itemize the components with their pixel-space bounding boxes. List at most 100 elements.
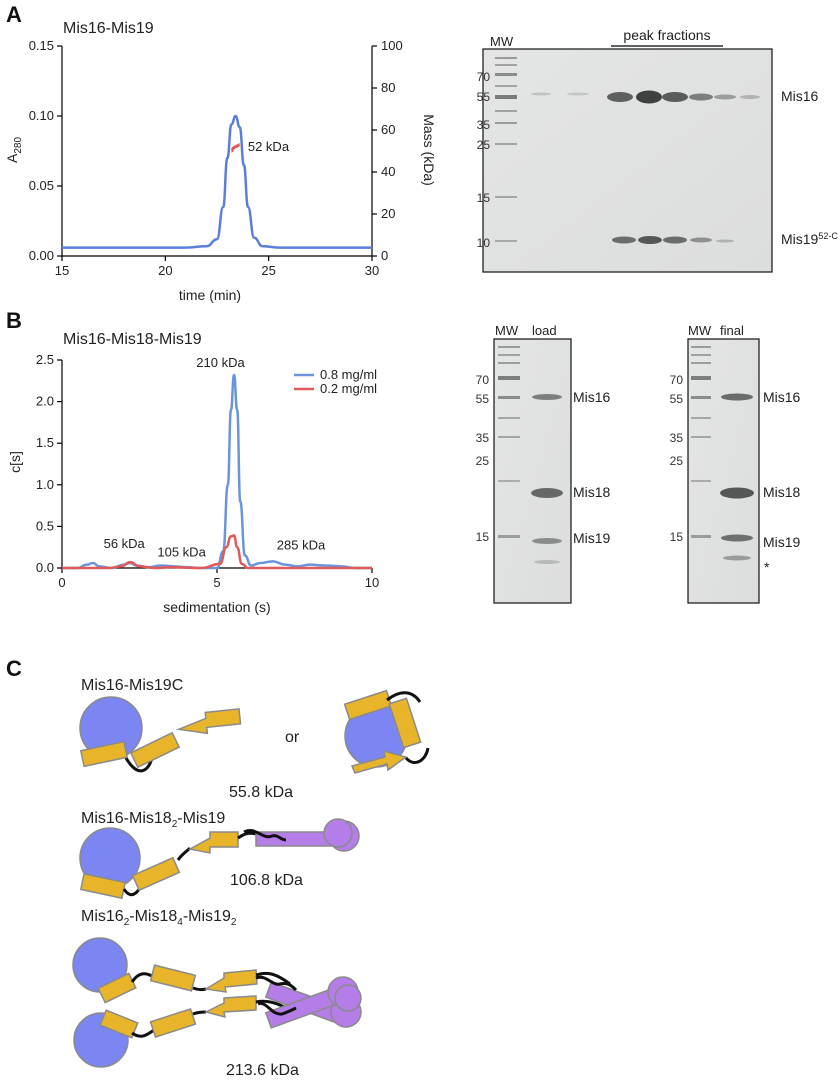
gel-a-marker-25: 25 [477,138,491,152]
gel-a: MW peak fractions 70 55 35 25 15 10 [477,27,838,273]
gel-b-final-marker-15: 15 [670,530,684,544]
model-1-mass: 55.8 kDa [229,784,293,801]
model-3-lower-rect-1 [99,1009,139,1039]
gel-a-marker-70: 70 [477,70,491,84]
model-mis16-mis18-2-mis19: Mis16-Mis182-Mis19 106.8 kDa [79,810,360,900]
gel-b-load-marker-70: 70 [476,373,490,387]
chart-a-title: Mis16-Mis19 [63,20,154,37]
gel-b-load-marker-35: 35 [476,431,490,445]
chart-b-ytick-label: 1.0 [36,477,54,492]
chart-a: 15 20 25 30 0.00 0.05 0.10 0.15 0 20 40 60 80 100 52 … [4,38,437,303]
gel-b-load-band-mis19: Mis19 [573,530,611,546]
model-3-upper-arrow [203,969,258,993]
gel-b-load-band-mis16: Mis16 [573,389,611,405]
model-3-mis19-lower-linker [257,1001,297,1016]
chart-b-annotation-0: 210 kDa [196,355,245,370]
model-3-name: Mis162-Mis184-Mis192 [81,908,237,928]
chart-b-ytick-label: 1.5 [36,435,54,450]
gel-a-marker-55: 55 [477,90,491,104]
gel-a-marker-10: 10 [477,236,491,250]
chart-b-annotation-3: 285 kDa [277,537,326,552]
model-1-alt-linker-1 [386,691,422,703]
gel-b-final-marker-25: 25 [670,454,684,468]
chart-a-y2tick-label: 80 [381,80,395,95]
gel-a-marker-35: 35 [477,118,491,132]
model-1-rect-2 [129,731,181,769]
chart-a-xtick-label: 25 [261,263,275,278]
legend-label-1: 0.2 mg/ml [320,381,377,396]
chart-b-ylabel: c[s] [7,451,23,473]
gel-b-final-band-mis19: Mis19 [763,534,801,550]
model-2-name: Mis16-Mis182-Mis19 [81,810,225,830]
gel-a-band-mis19: Mis1952-C [781,231,838,247]
chart-a-ytick-label: 0.00 [29,248,54,263]
model-3-mis18-head-3 [334,984,362,1012]
model-mis16-2-mis18-4-mis19-2: Mis162-Mis184-Mis192 213.6 kDa [72,908,362,1079]
chart-a-ylabel: A280 [4,137,24,163]
model-3-mis19-upper-linker [255,975,298,992]
model-1-alt-arrow [350,749,408,774]
panel-letter-a: A [6,2,22,27]
model-3-lower-arrow [203,995,257,1019]
model-mis16-mis19c: Mis16-Mis19C or 55.8 kDa [79,677,430,801]
gel-b-final-asterisk: * [764,559,770,575]
model-2-linker-2 [176,846,192,861]
chart-a-y2tick-label: 20 [381,206,395,221]
model-3-upper-rect-2 [149,964,197,992]
chart-b-ytick-label: 2.5 [36,352,54,367]
gel-b-load-marker-55: 55 [476,392,490,406]
gel-b-load: MW load 70 55 35 25 15 Mis16 Mis18 Mis19 [476,323,611,604]
model-1-arrow [175,708,242,735]
gel-b-final-marker-35: 35 [670,431,684,445]
gel-a-mis19-bands [612,236,734,244]
chart-b-xtick-label: 0 [58,575,65,590]
model-3-upper-linker-1 [130,972,153,983]
model-2-mass: 106.8 kDa [230,872,303,889]
chart-b-title: Mis16-Mis18-Mis19 [63,331,202,348]
gel-a-header: peak fractions [623,27,710,43]
chart-b-xlabel: sedimentation (s) [163,599,270,615]
gel-b-final-band-mis18: Mis18 [763,484,801,500]
chart-b-ytick-label: 2.0 [36,394,54,409]
gel-a-mis16-bands [531,90,760,104]
chart-a-y2tick-label: 40 [381,164,395,179]
chart-a-xtick-label: 20 [158,263,172,278]
gel-b-load-band-mis18: Mis18 [573,484,611,500]
gel-b-load-marker-15: 15 [476,530,490,544]
gel-b-load-mw-label: MW [495,323,519,338]
chart-b-series-1 [62,534,372,570]
model-2-mis19-linker [243,829,287,842]
gel-a-ladder [495,57,517,242]
gel-b-final-ladder [691,346,711,538]
chart-b-annotation-2: 105 kDa [157,544,206,559]
chart-b-xtick-label: 10 [365,575,379,590]
model-3-lower-linker-1 [131,1028,155,1038]
gel-b-final-mw-label: MW [688,323,712,338]
chart-a-xtick-label: 15 [55,263,69,278]
gel-b-final-lane-label: final [720,323,744,338]
chart-a-y2label: Mass (kDa) [421,114,437,186]
gel-b-load-frame [493,338,572,604]
chart-b-ytick-label: 0.5 [36,518,54,533]
model-1-alt-linker-2 [404,747,430,764]
model-3-lower-linker-2 [192,1010,207,1016]
gel-b-final: MW final 70 55 35 25 15 Mis16 Mis18 Mis1… [670,323,801,604]
chart-a-ytick-label: 0.10 [29,108,54,123]
gel-a-marker-15: 15 [477,191,491,205]
panel-letter-c: C [6,656,22,681]
gel-a-frame [482,48,773,273]
model-2-linker-3 [237,831,257,840]
gel-b-final-marker-55: 55 [670,392,684,406]
model-1-or: or [285,729,300,746]
chart-b-annotation-1: 56 kDa [104,536,146,551]
chart-b: 0 5 10 0.0 0.5 1.0 1.5 2.0 2.5 210 kDa 56 kDa 105 … [7,352,379,615]
gel-b-load-marker-25: 25 [476,454,490,468]
chart-a-xlabel: time (min) [179,287,241,303]
gel-b-load-lane-label: load [532,323,557,338]
model-2-rect-2 [131,856,181,892]
gel-b-final-marker-70: 70 [670,373,684,387]
model-3-upper-linker-3 [255,971,291,986]
chart-a-xtick-label: 30 [365,263,379,278]
gel-a-mw-label: MW [490,34,514,49]
